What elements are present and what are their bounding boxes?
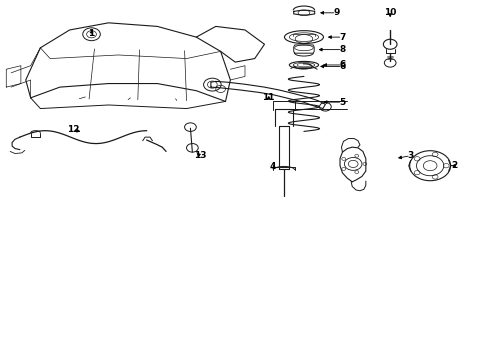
Text: 8: 8 [339,45,345,54]
Text: 3: 3 [408,151,414,160]
Text: 6: 6 [339,60,345,69]
Text: 13: 13 [194,151,206,160]
Text: 7: 7 [339,33,345,42]
Text: 4: 4 [269,162,275,171]
Text: 10: 10 [384,8,396,17]
Text: 11: 11 [262,93,274,102]
Text: 2: 2 [451,161,458,170]
Text: 5: 5 [339,98,345,107]
Text: 6: 6 [339,62,345,71]
Text: 1: 1 [88,29,95,38]
Text: 9: 9 [333,8,340,17]
Text: 12: 12 [67,126,80,135]
